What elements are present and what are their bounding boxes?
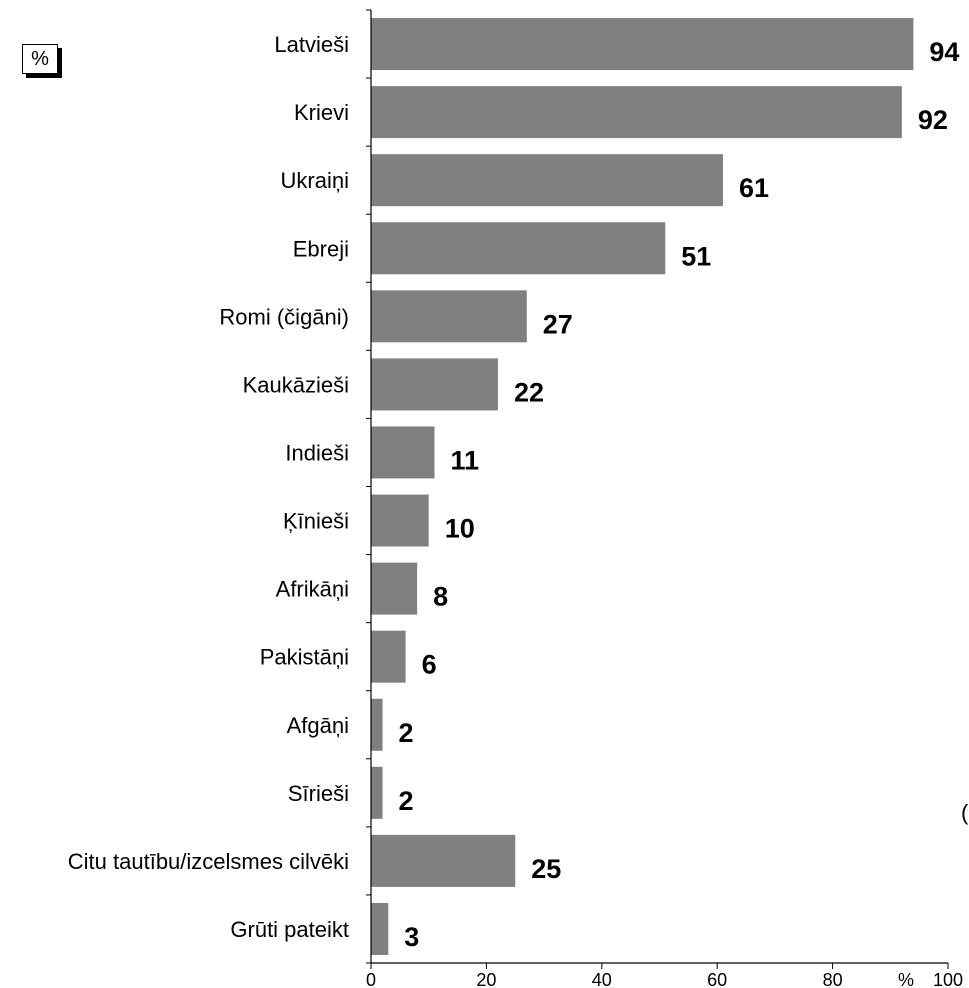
category-label: Ukraiņi bbox=[281, 168, 349, 193]
category-label: Ebreji bbox=[293, 236, 349, 261]
category-label: Kaukāzieši bbox=[243, 372, 349, 397]
value-label: 25 bbox=[531, 854, 561, 884]
bar bbox=[371, 562, 418, 615]
category-label: Romi (čigāni) bbox=[219, 304, 349, 329]
x-tick-label: 0 bbox=[366, 970, 376, 988]
bar bbox=[371, 902, 389, 955]
category-label: Pakistāņi bbox=[260, 645, 349, 670]
x-axis-unit: % bbox=[898, 970, 914, 988]
value-label: 8 bbox=[433, 582, 448, 612]
value-label: 6 bbox=[422, 650, 437, 680]
bar bbox=[371, 358, 498, 411]
category-label: Ķīnieši bbox=[283, 509, 349, 534]
value-label: 22 bbox=[514, 377, 544, 407]
bar bbox=[371, 154, 723, 207]
bar bbox=[371, 426, 435, 479]
bar bbox=[371, 494, 429, 547]
category-label: Grūti pateikt bbox=[230, 917, 349, 942]
value-label: 27 bbox=[543, 309, 573, 339]
value-label: 2 bbox=[399, 786, 414, 816]
x-tick-label: 20 bbox=[476, 970, 496, 988]
category-label: Citu tautību/izcelsmes cilvēki bbox=[68, 849, 349, 874]
x-tick-label: 40 bbox=[592, 970, 612, 988]
bar bbox=[371, 698, 383, 751]
clipped-text-fragment: ( bbox=[961, 800, 969, 825]
bar bbox=[371, 18, 914, 71]
x-tick-label: 100 bbox=[933, 970, 963, 988]
category-label: Latvieši bbox=[274, 32, 349, 57]
category-label: Krievi bbox=[294, 100, 349, 125]
value-label: 3 bbox=[404, 922, 419, 952]
bar bbox=[371, 630, 406, 683]
value-label: 51 bbox=[681, 241, 711, 271]
bar bbox=[371, 766, 383, 819]
value-label: 94 bbox=[929, 37, 959, 67]
bar bbox=[371, 834, 516, 887]
value-label: 2 bbox=[399, 718, 414, 748]
value-label: 11 bbox=[450, 445, 479, 475]
value-label: 10 bbox=[445, 514, 475, 544]
bar bbox=[371, 290, 527, 343]
category-label: Afrikāņi bbox=[276, 577, 349, 602]
unit-label-box: % bbox=[22, 44, 58, 74]
category-label: Afgāņi bbox=[287, 713, 349, 738]
x-tick-label: 80 bbox=[823, 970, 843, 988]
category-label: Indieši bbox=[285, 440, 349, 465]
bar bbox=[371, 86, 902, 139]
category-label: Sīrieši bbox=[288, 781, 349, 806]
value-label: 92 bbox=[918, 105, 948, 135]
bar bbox=[371, 222, 666, 275]
value-label: 61 bbox=[739, 173, 769, 203]
x-tick-label: 60 bbox=[707, 970, 727, 988]
